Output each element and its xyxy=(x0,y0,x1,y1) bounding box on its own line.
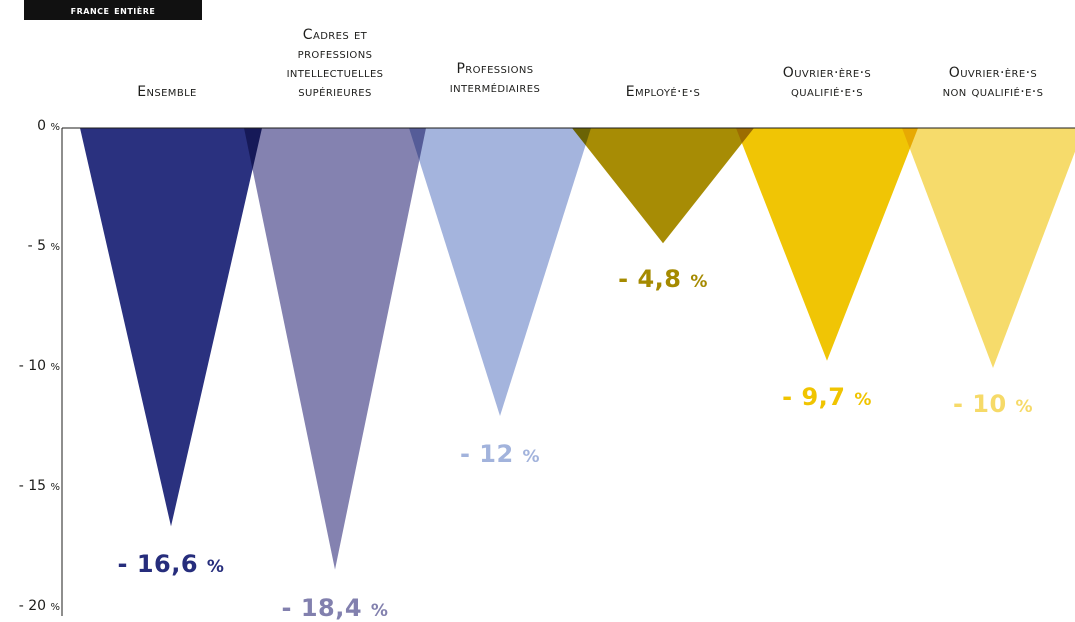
category-label-3: Professions intermédiaires xyxy=(449,61,541,96)
category-label-5: Ouvrier·ère·s qualifié·e·s xyxy=(782,65,872,100)
triangle-5 xyxy=(736,128,918,361)
triangle-1 xyxy=(80,128,262,527)
y-tick-label: - 10 % xyxy=(18,358,60,374)
triangle-4 xyxy=(572,128,754,244)
y-tick-label: - 20 % xyxy=(18,598,60,614)
triangle-6 xyxy=(902,128,1075,368)
y-tick-label: - 5 % xyxy=(27,238,60,254)
triangle-2 xyxy=(244,128,426,570)
category-label-1: Ensemble xyxy=(137,84,197,100)
triangle-3 xyxy=(409,128,591,416)
category-label-2: Cadres et professions intellectuelles supér… xyxy=(286,27,384,100)
value-label-1: - 16,6 % xyxy=(117,550,225,579)
y-tick-label: - 15 % xyxy=(18,478,60,494)
category-label-6: Ouvrier·ère·s non qualifié·e·s xyxy=(942,65,1044,100)
value-label-6: - 10 % xyxy=(952,390,1034,418)
value-label-3: - 12 % xyxy=(459,440,541,468)
category-label-4: Employé·e·s xyxy=(625,84,701,100)
value-label-4: - 4,8 % xyxy=(618,265,708,294)
value-label-5: - 9,7 % xyxy=(782,382,872,411)
y-tick-label: 0 % xyxy=(37,118,60,134)
region-badge: France entière xyxy=(24,0,202,20)
triangles xyxy=(80,128,1075,570)
